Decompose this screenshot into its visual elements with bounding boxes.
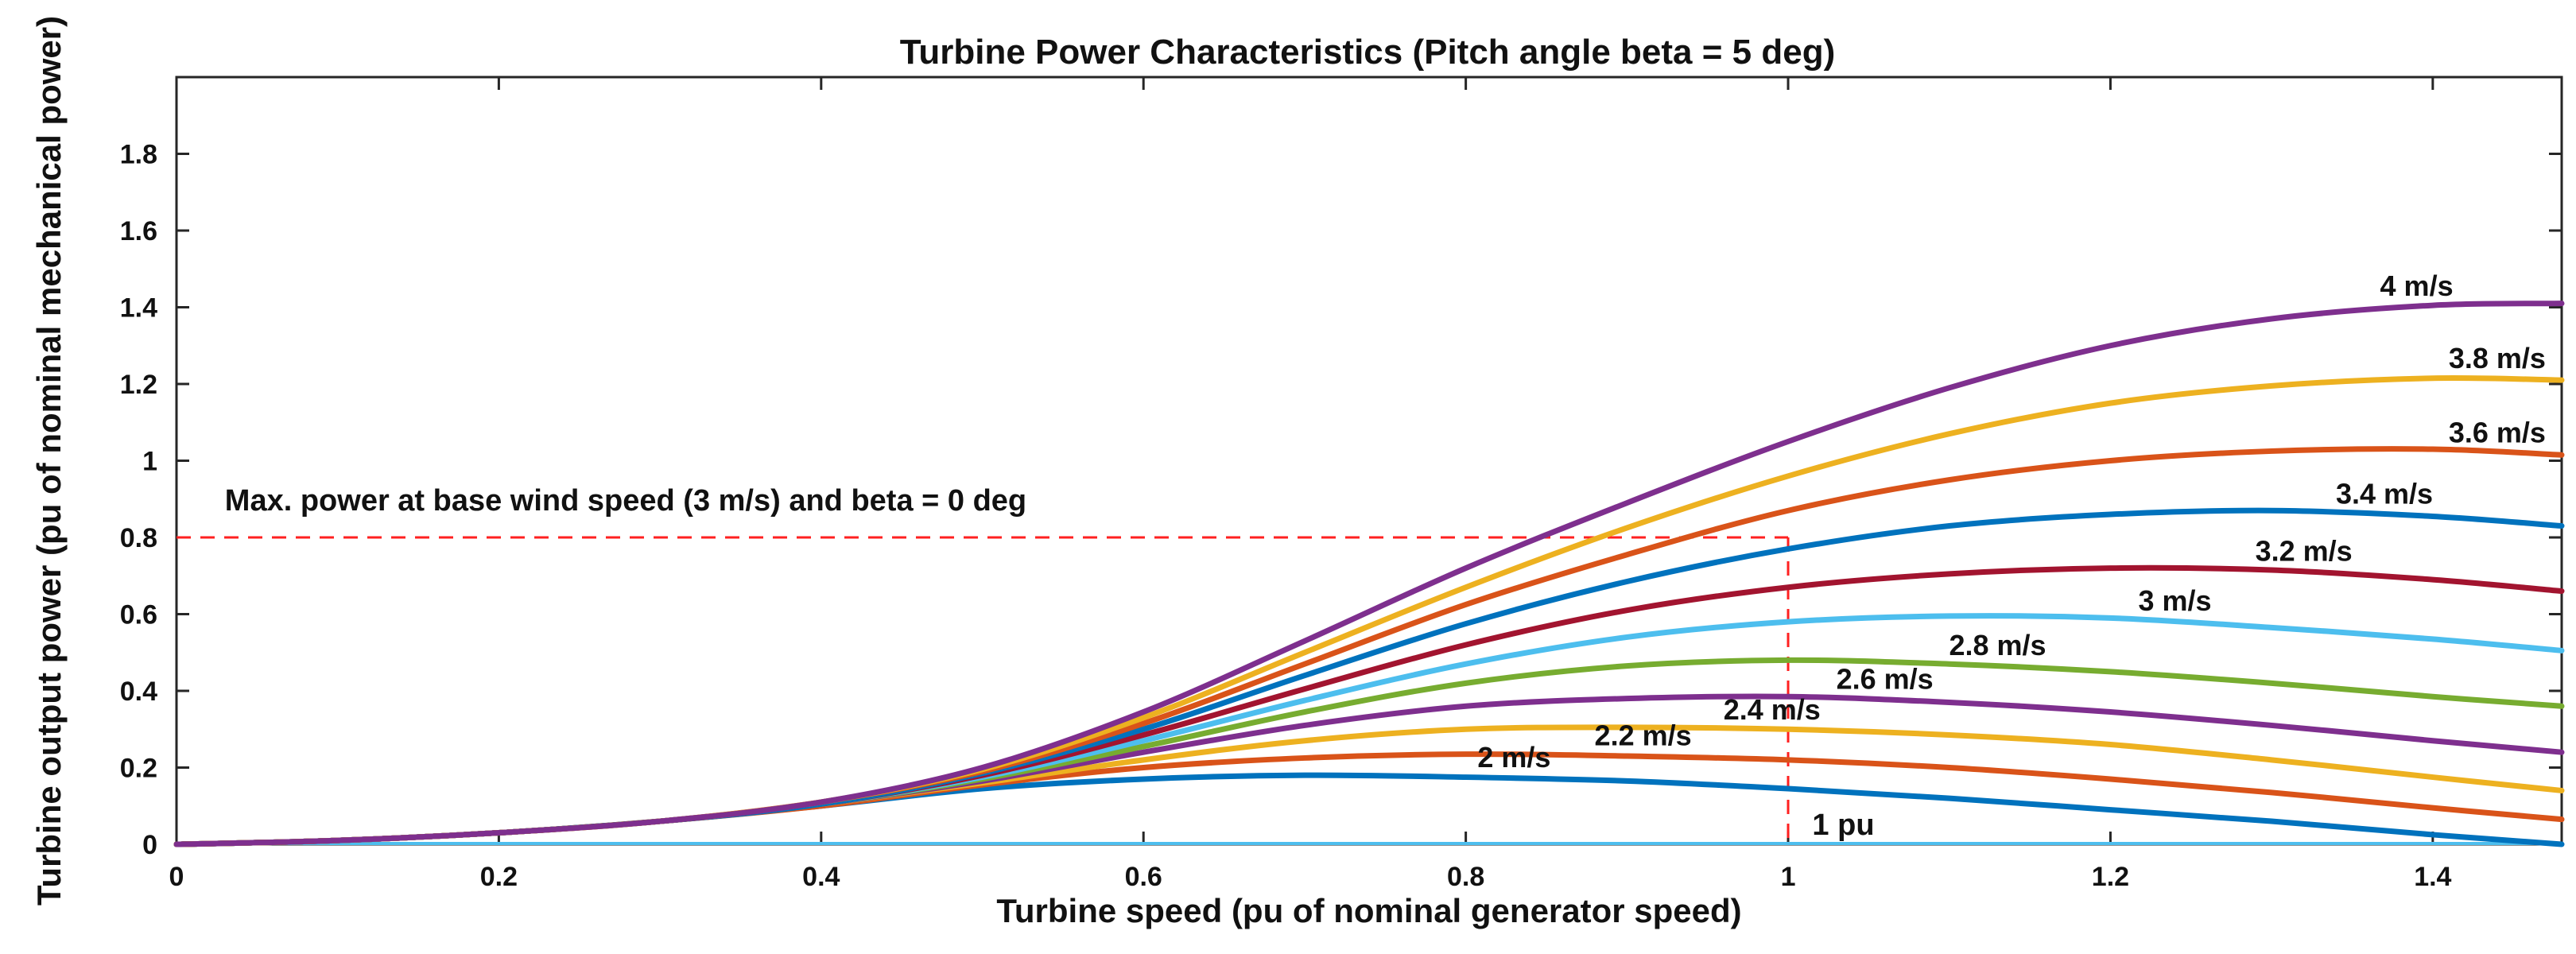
x-tick-label: 0.2 (480, 862, 518, 892)
y-tick-label: 1.8 (120, 140, 157, 170)
max-power-annotation: Max. power at base wind speed (3 m/s) an… (225, 484, 1026, 518)
y-tick-label: 1.6 (120, 216, 157, 246)
series-label: 2.8 m/s (1949, 629, 2046, 661)
series-line-4-m-s (173, 301, 2565, 847)
y-tick-label: 1.4 (120, 293, 157, 324)
y-tick-label: 0 (142, 830, 157, 860)
base-speed-annotation: 1 pu (1812, 809, 1874, 842)
curve-labels: 2 m/s 2.2 m/s 2.4 m/s 2.6 m/s 2.8 m/s 3 m/s 3.… (1477, 270, 2546, 774)
series-label: 2.2 m/s (1595, 719, 1692, 752)
series-label: 2.6 m/s (1837, 663, 1934, 696)
x-axis-label: Turbine speed (pu of nominal generator s… (996, 892, 1741, 929)
series-lines (173, 301, 2565, 847)
y-tick-label: 1.2 (120, 370, 157, 400)
x-tick-label: 0.4 (802, 862, 840, 892)
y-tick-label: 0.2 (120, 754, 157, 784)
y-tick-label: 0.6 (120, 600, 157, 630)
series-label: 2.4 m/s (1724, 693, 1821, 726)
x-tick-label: 1.2 (2092, 862, 2129, 892)
x-tick-label: 1 (1781, 862, 1796, 892)
y-tick-label: 0.8 (120, 523, 157, 553)
x-tick-label: 0 (169, 862, 184, 892)
series-label: 3 m/s (2138, 584, 2211, 617)
y-tick-label: 0.4 (120, 677, 157, 707)
series-label: 3.6 m/s (2449, 417, 2546, 449)
y-tick-label: 1 (142, 447, 157, 477)
y-axis-label: Turbine output power (pu of nominal mech… (30, 16, 68, 906)
axis-ticks: 0 0.2 0.4 0.6 0.8 1 1.2 1.4 0 0.2 0.4 0.6 0.8 1 1.2 1.4… (120, 77, 2562, 892)
series-label: 3.2 m/s (2256, 534, 2353, 567)
series-label: 3.4 m/s (2336, 477, 2433, 510)
x-tick-label: 0.8 (1447, 862, 1484, 892)
chart-title: Turbine Power Characteristics (Pitch ang… (900, 33, 1836, 72)
series-label: 2 m/s (1477, 741, 1550, 774)
series-label: 3.8 m/s (2449, 342, 2546, 374)
series-label: 4 m/s (2380, 270, 2454, 302)
x-tick-label: 0.6 (1125, 862, 1162, 892)
x-tick-label: 1.4 (2414, 862, 2451, 892)
